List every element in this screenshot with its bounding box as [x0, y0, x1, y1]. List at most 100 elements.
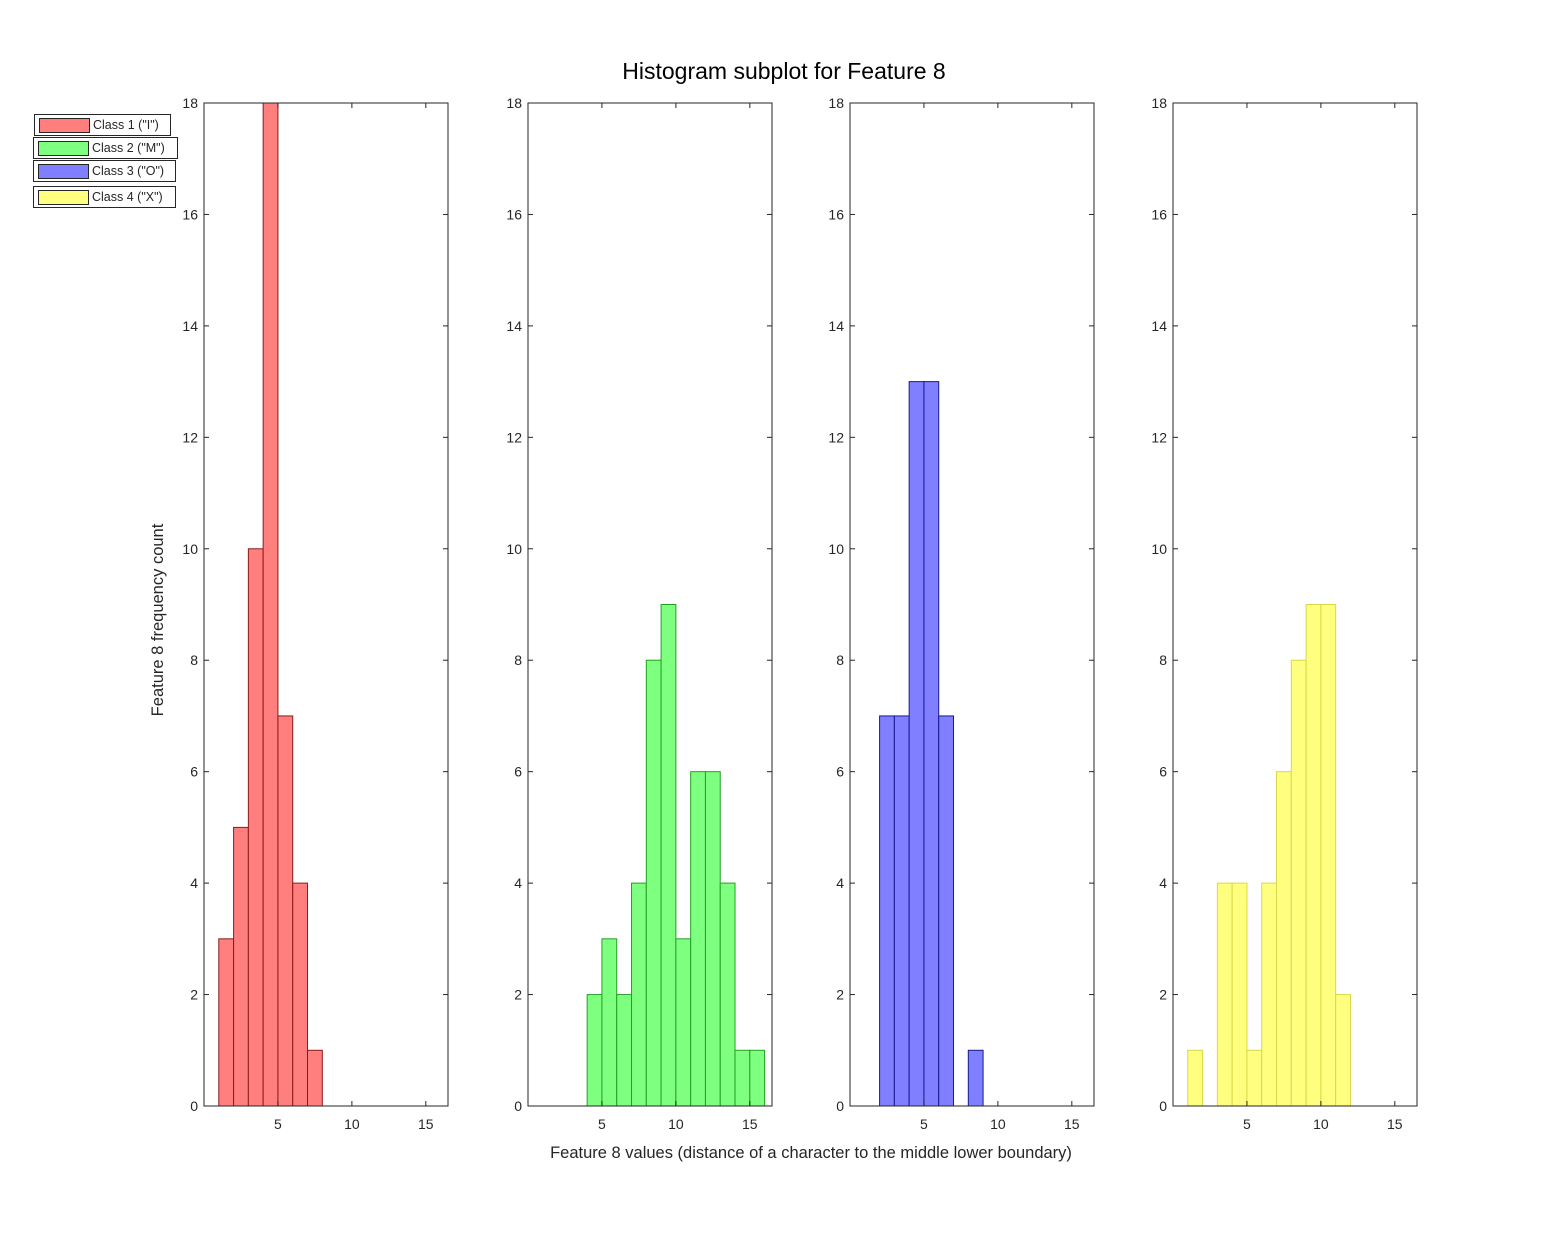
y-tick-label: 18 — [828, 95, 844, 111]
legend-label: Class 2 ("M") — [92, 141, 165, 155]
y-tick-label: 18 — [182, 95, 198, 111]
y-tick-label: 6 — [190, 764, 198, 780]
histogram-bar — [923, 381, 940, 1107]
y-tick-label: 8 — [190, 652, 198, 668]
histogram-bar — [719, 882, 736, 1107]
histogram-bar — [262, 102, 279, 1107]
y-tick-label: 2 — [1159, 987, 1167, 1003]
legend-entry: Class 3 ("O") — [33, 160, 176, 182]
legend-swatch — [38, 189, 89, 205]
y-tick-label: 14 — [828, 318, 844, 334]
histogram-bar — [292, 882, 309, 1107]
axes-box — [527, 102, 773, 1107]
y-tick-label: 18 — [1151, 95, 1167, 111]
histogram-bar — [938, 715, 955, 1107]
histogram-bar — [1276, 771, 1292, 1107]
legend: Class 1 ("I") Class 2 ("M") Class 3 ("O") C… — [33, 114, 183, 214]
histogram-bar — [879, 715, 895, 1107]
y-tick-label: 12 — [1151, 429, 1167, 445]
histogram-bar — [675, 938, 692, 1107]
y-tick-label: 4 — [836, 875, 844, 891]
legend-swatch — [38, 163, 89, 179]
histogram-bar — [660, 604, 677, 1107]
x-tick-label: 10 — [344, 1116, 360, 1132]
histogram-bar — [601, 938, 618, 1107]
x-tick-label: 10 — [990, 1116, 1006, 1132]
y-tick-label: 8 — [836, 652, 844, 668]
y-tick-label: 12 — [182, 429, 198, 445]
x-tick-label: 15 — [1387, 1116, 1403, 1132]
y-tick-label: 16 — [1151, 206, 1167, 222]
histogram-bar — [1335, 994, 1351, 1107]
histogram-bar — [967, 1049, 984, 1107]
histogram-bar — [645, 659, 662, 1107]
y-tick-label: 2 — [190, 987, 198, 1003]
y-tick-label: 14 — [182, 318, 198, 334]
y-tick-label: 16 — [182, 206, 198, 222]
subplot-panels: 0 2 4 6 8 10 12 14 16 18 5 10 15 0 2 4 6 8 10 12 14 16 18 5 10 15… — [182, 95, 1418, 1132]
subplot-4: 0 2 4 6 8 10 12 14 16 18 5 10 15 — [1151, 95, 1418, 1132]
y-tick-label: 2 — [514, 987, 522, 1003]
y-tick-label: 18 — [506, 95, 522, 111]
y-tick-label: 10 — [182, 541, 198, 557]
histogram-bar — [586, 994, 603, 1107]
axes-box — [1172, 102, 1418, 1107]
histogram-bar — [734, 1049, 751, 1107]
histogram-bar — [1187, 1049, 1204, 1107]
histogram-bar — [616, 994, 633, 1107]
histogram-bar — [1305, 604, 1322, 1107]
x-tick-label: 15 — [418, 1116, 434, 1132]
y-axis-label: Feature 8 frequency count — [149, 523, 167, 716]
histogram-bar — [908, 381, 925, 1107]
histogram-bar — [233, 826, 249, 1107]
subplot-2: 0 2 4 6 8 10 12 14 16 18 5 10 15 — [506, 95, 773, 1132]
y-tick-label: 12 — [506, 429, 522, 445]
legend-label: Class 3 ("O") — [92, 164, 165, 178]
legend-label: Class 1 ("I") — [93, 118, 159, 132]
x-tick-label: 5 — [274, 1116, 282, 1132]
legend-entry: Class 4 ("X") — [33, 186, 176, 208]
legend-label: Class 4 ("X") — [92, 190, 163, 204]
y-tick-label: 0 — [836, 1098, 844, 1114]
y-tick-label: 16 — [506, 206, 522, 222]
histogram-bar — [1290, 659, 1307, 1107]
subplot-3: 0 2 4 6 8 10 12 14 16 18 5 10 15 — [828, 95, 1095, 1132]
legend-swatch — [38, 140, 89, 156]
y-tick-label: 14 — [506, 318, 522, 334]
y-tick-label: 14 — [1151, 318, 1167, 334]
legend-entry: Class 1 ("I") — [34, 114, 171, 136]
histogram-bar — [1320, 604, 1337, 1107]
y-tick-label: 4 — [1159, 875, 1167, 891]
x-tick-label: 5 — [598, 1116, 606, 1132]
y-tick-label: 10 — [1151, 541, 1167, 557]
histogram-bar — [1261, 882, 1278, 1107]
legend-entry: Class 2 ("M") — [33, 137, 178, 159]
chart-title: Histogram subplot for Feature 8 — [622, 58, 945, 84]
histogram-bar — [893, 715, 910, 1107]
y-tick-label: 16 — [828, 206, 844, 222]
x-tick-label: 15 — [1064, 1116, 1080, 1132]
x-tick-label: 10 — [668, 1116, 684, 1132]
y-tick-label: 8 — [514, 652, 522, 668]
x-tick-label: 5 — [1243, 1116, 1251, 1132]
histogram-bar — [247, 548, 264, 1107]
histogram-bar — [307, 1049, 323, 1107]
histogram-bar — [631, 882, 647, 1107]
histogram-bar — [218, 938, 235, 1107]
axes-box — [203, 102, 449, 1107]
histogram-bar — [1246, 1049, 1263, 1107]
y-tick-label: 10 — [828, 541, 844, 557]
axes-box — [849, 102, 1095, 1107]
y-tick-label: 10 — [506, 541, 522, 557]
histogram-bar — [690, 771, 706, 1107]
x-tick-label: 10 — [1313, 1116, 1329, 1132]
y-tick-label: 0 — [514, 1098, 522, 1114]
y-tick-label: 4 — [514, 875, 522, 891]
histogram-bar — [277, 715, 294, 1107]
y-tick-label: 6 — [514, 764, 522, 780]
y-tick-label: 12 — [828, 429, 844, 445]
x-axis-label: Feature 8 values (distance of a characte… — [550, 1144, 1072, 1162]
x-tick-label: 5 — [920, 1116, 928, 1132]
histogram-bar — [749, 1049, 766, 1107]
